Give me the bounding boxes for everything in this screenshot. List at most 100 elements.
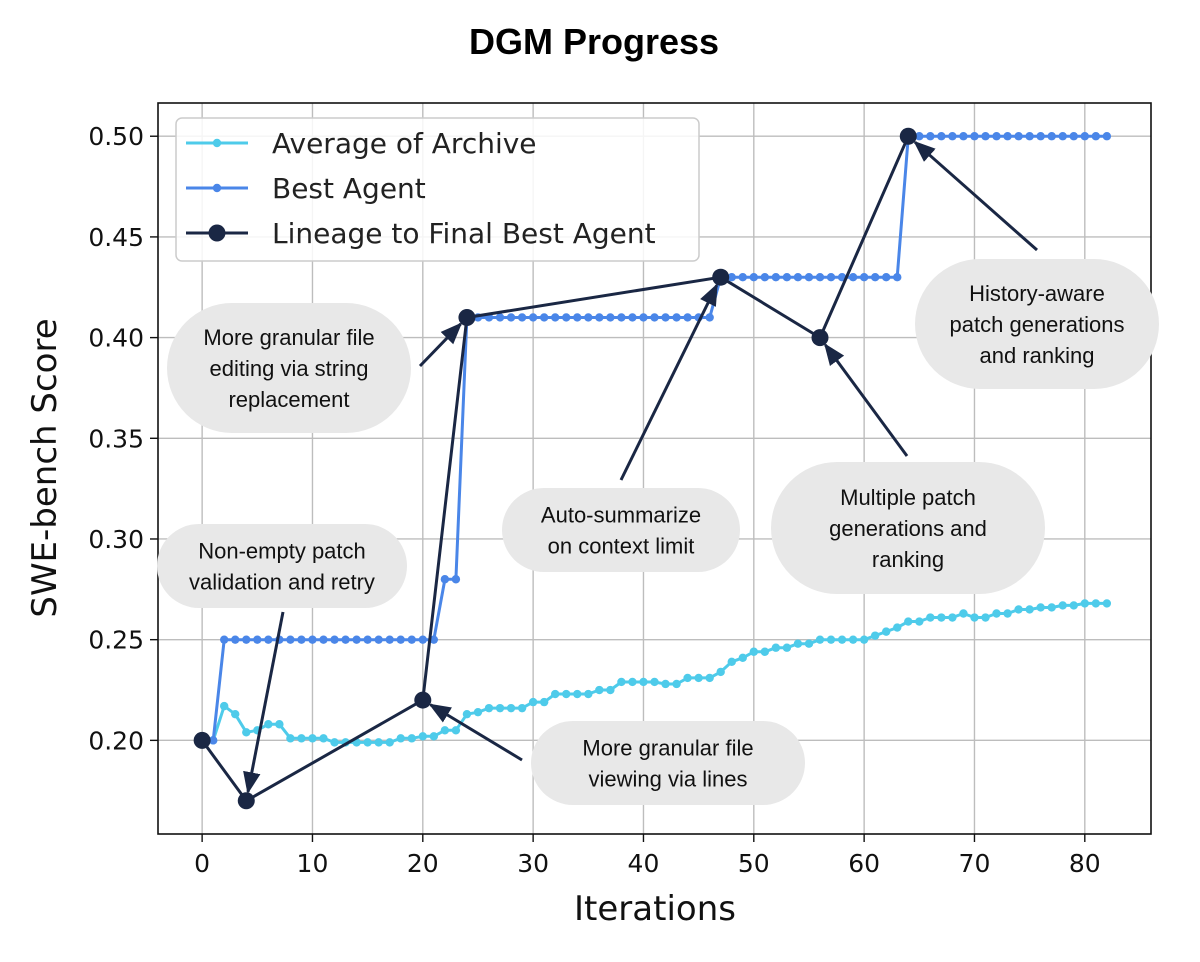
average-of-archive-point — [1036, 603, 1045, 612]
average-of-archive-point — [1047, 603, 1056, 612]
annotation-arrow — [913, 140, 1038, 252]
average-of-archive-point — [617, 677, 626, 687]
annotation-bubble — [502, 488, 740, 572]
average-of-archive-point — [374, 738, 383, 747]
annotation-text: Non-empty patch — [198, 539, 366, 564]
average-of-archive-point — [330, 738, 339, 747]
average-of-archive-point — [595, 685, 604, 695]
average-of-archive-point — [992, 609, 1001, 618]
average-of-archive-point — [551, 689, 560, 699]
average-of-archive-point — [1058, 601, 1067, 610]
average-of-archive-point — [683, 673, 692, 683]
annotation: More granular file viewing via lines — [428, 703, 805, 805]
average-of-archive-point — [926, 613, 935, 622]
average-of-archive-point — [297, 734, 306, 743]
best-agent-point — [595, 313, 604, 322]
annotation-arrow — [418, 322, 463, 368]
annotation-arrow — [243, 611, 285, 795]
annotation: Multiple patch generations and ranking — [771, 343, 1045, 594]
average-of-archive-point — [959, 609, 968, 618]
best-agent-point — [826, 272, 836, 282]
best-agent-point — [1102, 132, 1112, 141]
average-of-archive-point — [694, 673, 703, 683]
average-of-archive-point — [870, 631, 880, 640]
best-agent-point — [551, 313, 560, 322]
lineage-point — [811, 329, 829, 347]
average-of-archive-point — [672, 679, 681, 689]
legend-label-best-agent: Best Agent — [272, 172, 426, 205]
best-agent-point — [352, 635, 361, 644]
annotation-arrow — [619, 283, 719, 481]
average-of-archive-point — [429, 732, 439, 741]
plot-frame — [157, 102, 1152, 835]
average-of-archive-point — [539, 697, 549, 707]
annotation-bubble — [157, 524, 407, 608]
best-agent-point — [959, 132, 968, 141]
best-agent-point — [429, 635, 439, 644]
average-of-archive-point — [915, 617, 924, 626]
best-agent-point — [1036, 132, 1045, 141]
average-of-archive-point — [705, 673, 714, 683]
best-agent-point — [297, 635, 306, 644]
average-of-archive-point — [793, 639, 803, 648]
best-agent-point — [782, 272, 792, 282]
best-agent-point — [385, 635, 394, 644]
average-of-archive-point — [1102, 599, 1112, 608]
average-of-archive-point — [495, 703, 505, 713]
average-of-archive-point — [385, 738, 394, 747]
lineage-point — [237, 792, 255, 810]
annotation-bubble — [771, 462, 1045, 594]
annotation-text: Multiple patch — [840, 485, 976, 510]
best-agent-point — [562, 313, 571, 322]
average-of-archive-point — [484, 703, 494, 713]
x-tick-label: 0 — [194, 849, 210, 878]
best-agent-point — [926, 132, 935, 141]
x-tick-label: 50 — [738, 849, 770, 878]
best-agent-point — [793, 272, 803, 282]
best-agent-point — [584, 313, 593, 322]
best-agent-point — [440, 575, 450, 584]
annotation-layer: Non-empty patch validation and retry More … — [157, 140, 1159, 805]
best-agent-point — [749, 272, 758, 282]
best-agent-point — [970, 132, 979, 141]
average-of-archive-point — [440, 726, 450, 735]
average-of-archive-point — [882, 627, 891, 636]
lineage-point — [193, 731, 211, 749]
best-agent-point — [253, 635, 262, 644]
lineage-point — [414, 691, 432, 709]
average-of-archive-point — [893, 623, 902, 632]
lineage-point — [899, 127, 917, 145]
best-agent-point — [396, 635, 405, 644]
best-agent-point — [407, 635, 416, 644]
best-agent-point — [308, 635, 317, 644]
best-agent-point — [639, 313, 648, 322]
annotation-text: More granular file — [582, 736, 753, 761]
average-of-archive-point — [220, 701, 229, 711]
average-of-archive-point — [1025, 605, 1034, 614]
average-of-archive-point — [517, 703, 527, 713]
annotation: Auto-summarize on context limit — [502, 283, 740, 572]
average-of-archive-point — [396, 734, 405, 743]
average-of-archive-point — [606, 685, 615, 695]
ticks-layer: 0 10 20 30 40 50 60 70 80 0.20 0.25 0.30 0.35 0.40 0.4… — [88, 122, 1100, 878]
best-agent-point — [1025, 132, 1034, 141]
best-agent-point — [672, 313, 681, 322]
average-of-archive-point — [308, 734, 317, 743]
average-of-archive-point — [1014, 605, 1023, 614]
average-of-archive-point — [782, 643, 792, 652]
best-agent-point — [506, 313, 516, 322]
average-of-archive-point — [562, 689, 571, 699]
best-agent-point — [363, 635, 372, 644]
annotation-text: patch generations — [950, 312, 1125, 337]
average-of-archive-point — [981, 613, 990, 622]
y-tick-label: 0.45 — [88, 223, 144, 252]
average-of-archive-point — [418, 732, 427, 741]
annotation-text: on context limit — [548, 534, 695, 559]
average-of-archive-point — [462, 709, 472, 719]
lineage-point — [712, 268, 730, 286]
legend-marker-lineage — [208, 224, 226, 242]
best-agent-point — [1091, 132, 1101, 141]
best-agent-point — [915, 132, 924, 141]
x-tick-label: 10 — [297, 849, 329, 878]
best-agent-point — [981, 132, 990, 141]
